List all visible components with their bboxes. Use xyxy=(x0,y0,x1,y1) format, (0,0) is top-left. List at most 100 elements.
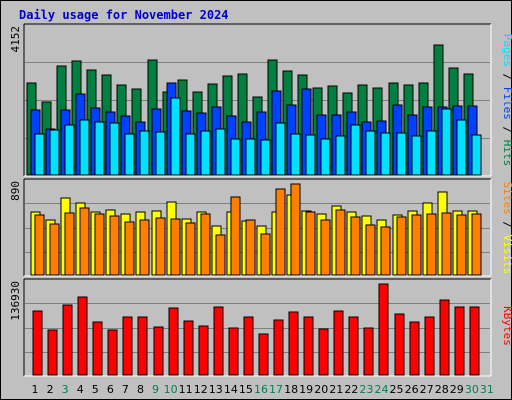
kbytes-bar xyxy=(409,321,420,376)
legend-sites: Sites xyxy=(501,182,512,215)
kbytes-bar xyxy=(394,313,405,376)
kbytes-bar xyxy=(153,326,164,376)
kbytes-bar xyxy=(107,329,118,376)
day-label: 3 xyxy=(62,383,69,396)
sites-bar xyxy=(34,214,45,276)
day-label: 24 xyxy=(374,383,388,396)
sites-bar xyxy=(64,212,75,276)
sites-bar xyxy=(124,221,135,276)
sites-bar xyxy=(230,196,241,276)
day-label: 12 xyxy=(194,383,208,396)
sites-bar xyxy=(411,214,422,276)
day-label: 23 xyxy=(359,383,373,396)
sites-bar xyxy=(335,209,346,276)
sites-bar xyxy=(94,213,105,276)
pages-bar xyxy=(170,97,181,176)
pages-bar xyxy=(230,138,241,176)
kbytes-bar xyxy=(348,316,359,376)
kbytes-bar xyxy=(77,296,88,376)
day-label: 31 xyxy=(480,383,494,396)
sites-bar xyxy=(245,219,256,276)
sites-bar xyxy=(155,217,166,276)
kbytes-bar xyxy=(378,283,389,376)
pages-bar xyxy=(49,129,60,176)
day-label: 10 xyxy=(164,383,178,396)
sites-bar xyxy=(139,219,150,276)
pages-bar xyxy=(79,119,90,176)
day-label: 14 xyxy=(224,383,238,396)
kbytes-bar xyxy=(32,310,43,376)
sites-bar xyxy=(215,234,226,276)
legend-files: Files xyxy=(501,87,512,120)
sites-bar xyxy=(170,218,181,276)
kbytes-bar xyxy=(303,316,314,376)
pages-bar xyxy=(109,122,120,176)
kbytes-bar xyxy=(168,307,179,376)
pages-bar xyxy=(305,134,316,176)
kbytes-bar xyxy=(318,328,329,376)
kbytes-bar xyxy=(469,306,480,376)
pages-bar xyxy=(441,108,452,176)
pages-bar xyxy=(426,130,437,176)
kbytes-bar xyxy=(198,325,209,376)
kbytes-bar xyxy=(333,310,344,376)
day-label: 4 xyxy=(77,383,84,396)
pages-bar xyxy=(335,135,346,176)
pages-bar xyxy=(411,135,422,176)
pages-bar xyxy=(124,133,135,176)
pages-bar xyxy=(155,131,166,176)
day-label: 9 xyxy=(152,383,159,396)
sites-bar xyxy=(365,224,376,276)
sites-bar xyxy=(290,183,301,276)
pages-bar xyxy=(64,124,75,176)
series-legend: Sites / Visits xyxy=(501,182,512,275)
sites-bar xyxy=(275,188,286,276)
day-label: 11 xyxy=(179,383,193,396)
pages-bar xyxy=(260,139,271,176)
pages-bar xyxy=(290,133,301,176)
legend-separator: / xyxy=(501,215,512,235)
sites-bar xyxy=(109,215,120,276)
kbytes-bar xyxy=(62,304,73,376)
legend-separator: / xyxy=(501,120,512,140)
legend-pages: Pages xyxy=(501,34,512,67)
day-label: 28 xyxy=(435,383,449,396)
day-label: 8 xyxy=(137,383,144,396)
legend-separator: / xyxy=(501,67,512,87)
sites-bar xyxy=(396,216,407,276)
pages-bar xyxy=(365,130,376,176)
y-max-label: 4152 xyxy=(9,26,22,53)
pages-bar xyxy=(320,138,331,176)
series-legend: Pages / Files / Hits xyxy=(501,34,512,167)
day-label: 16 xyxy=(254,383,268,396)
day-label: 6 xyxy=(107,383,114,396)
kbytes-bar xyxy=(288,311,299,376)
day-label: 25 xyxy=(390,383,404,396)
kbytes-bar xyxy=(273,319,284,376)
kbytes-bar xyxy=(363,327,374,376)
day-label: 17 xyxy=(269,383,283,396)
kbytes-bar xyxy=(424,316,435,376)
sites-bar xyxy=(79,207,90,276)
sites-bar xyxy=(426,213,437,276)
sites-bar xyxy=(320,219,331,276)
day-label: 22 xyxy=(344,383,358,396)
day-label: 15 xyxy=(239,383,253,396)
kbytes-bar xyxy=(92,321,103,376)
pages-bar xyxy=(380,132,391,176)
y-max-label: 136930 xyxy=(9,281,22,321)
day-label: 19 xyxy=(299,383,313,396)
sites-bar xyxy=(200,213,211,276)
legend-kbytes: KBytes xyxy=(501,306,512,346)
kbytes-bar xyxy=(258,333,269,376)
sites-bar xyxy=(185,222,196,276)
kbytes-bar xyxy=(122,316,133,376)
day-label: 1 xyxy=(32,383,39,396)
sites-bar xyxy=(456,214,467,276)
sites-bar xyxy=(380,226,391,276)
day-label: 13 xyxy=(209,383,223,396)
y-max-label: 890 xyxy=(9,181,22,201)
pages-bar xyxy=(350,124,361,176)
pages-bar xyxy=(215,128,226,176)
sites-bar xyxy=(441,212,452,276)
